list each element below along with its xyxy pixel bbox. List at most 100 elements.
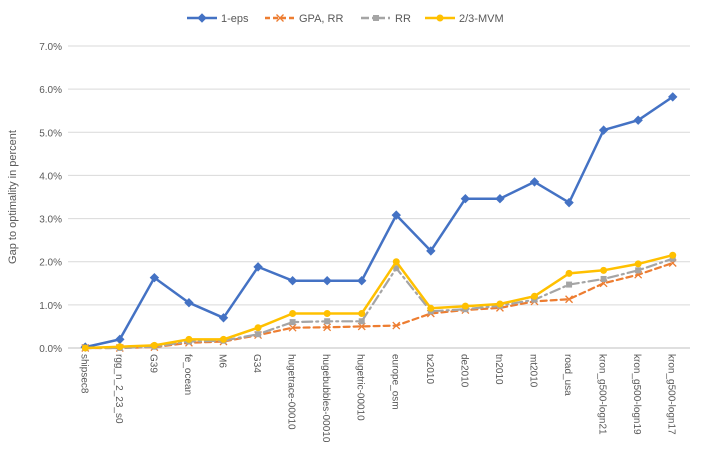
legend-marker [197,13,207,23]
series-rr [82,255,676,351]
y-tick-label: 6.0% [39,85,62,96]
data-point [566,281,573,288]
legend-label: 2/3-MVM [459,13,504,25]
x-tick-label: G39 [147,354,158,373]
x-tick-label: hugebubbles-00010 [320,354,331,443]
data-point [635,267,642,274]
grid [68,45,690,349]
data-point [116,343,124,351]
data-point [529,177,540,187]
data-point [253,262,263,272]
data-point [289,319,296,326]
legend-item: RR [361,13,411,25]
data-point [634,260,642,268]
x-tick-label: fe_ocean [182,354,193,395]
data-point [289,309,297,317]
series-line [84,257,674,350]
x-tick-label: hugetric-00010 [355,354,366,421]
data-point [531,292,538,300]
x-tick-label: M6 [217,354,228,368]
data-point [150,341,158,349]
x-tick-label: shipsec8 [78,354,89,394]
legend-item: 1-eps [187,13,249,25]
data-point [323,309,331,317]
data-point [324,318,331,325]
x-tick-label: kron_g500-logn21 [597,354,608,435]
data-point [255,331,262,338]
legend-label: 1-eps [221,13,249,25]
series-line [84,95,674,349]
y-tick-label: 4.0% [39,171,62,182]
series-line [84,261,674,350]
legend-marker [436,14,444,22]
data-point [81,344,89,352]
legend-marker [276,14,284,22]
x-tick-label: de2010 [458,354,469,388]
data-point [633,115,643,125]
data-point [392,258,400,266]
x-tick-label: tn2010 [493,354,504,385]
data-point [460,194,471,204]
data-point [598,125,609,135]
data-point [288,323,297,332]
series-gpa-rr [81,259,677,352]
legend: 1-eps GPA, RR RR 2/3-MVM [187,13,504,25]
data-point [323,323,332,332]
data-point [185,335,193,343]
data-point [149,272,160,283]
y-tick-label: 5.0% [39,128,62,139]
series-2-3-mvm [81,251,677,352]
y-tick-label: 2.0% [39,258,62,269]
data-point [220,335,227,343]
y-tick-label: 3.0% [39,215,62,226]
data-point [600,275,607,282]
y-axis-label: Gap to optimality in percent [7,130,19,264]
legend-item: 2/3-MVM [425,13,504,25]
legend-label: RR [395,13,411,25]
x-tick-label: rgg_n_2_23_s0 [113,354,124,424]
y-axis: 0.0% 1.0% 2.0% 3.0% 4.0% 5.0% 6.0% 7.0% [39,42,62,355]
y-tick-label: 0.0% [39,344,62,355]
series-line [84,253,674,350]
data-point [322,275,332,286]
y-tick-label: 1.0% [39,301,62,312]
data-point [565,295,574,304]
data-point [600,266,608,274]
data-point [461,302,469,310]
series-group [80,92,678,352]
data-point [184,297,194,308]
legend-item: GPA, RR [265,13,343,25]
x-tick-label: europe_osm [389,354,400,410]
data-point [495,194,505,204]
legend-label: GPA, RR [299,13,343,25]
data-point [254,324,262,332]
x-tick-label: road_usa [562,354,573,396]
data-point [392,321,401,330]
data-point [426,246,436,256]
y-tick-label: 7.0% [39,42,62,53]
data-point [287,275,298,286]
x-axis: shipsec8 rgg_n_2_23_s0 G39 fe_ocean M6 G34 hug… [78,354,676,443]
data-point [358,318,365,325]
data-point [218,313,229,323]
x-tick-label: hugetrace-00010 [286,354,297,430]
data-point [391,210,401,220]
x-tick-label: kron_g500-logn19 [631,354,642,435]
x-tick-label: kron_g500-logn17 [666,354,677,435]
series-1-eps [80,92,678,352]
data-point [668,92,678,102]
legend-marker [373,15,379,21]
data-point [393,265,400,272]
x-tick-label: G34 [251,354,262,373]
data-point [357,275,367,286]
data-point [427,304,435,312]
data-point [358,309,366,317]
data-point [496,300,504,308]
x-tick-label: tx2010 [424,354,435,384]
data-point [565,269,573,277]
data-point [669,251,677,259]
x-tick-label: mt2010 [528,354,539,388]
data-point [564,197,574,208]
